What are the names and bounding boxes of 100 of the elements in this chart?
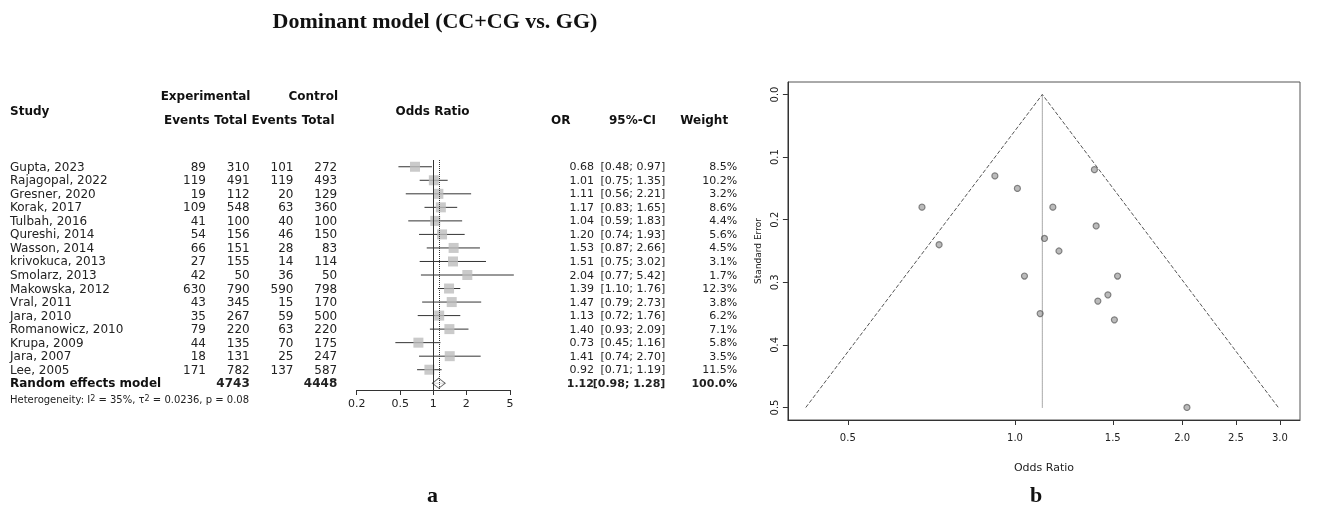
x-tick-label: 2.0 xyxy=(1174,431,1191,443)
data-label: 5.8% xyxy=(709,336,738,350)
y-tick-label: 0.1 xyxy=(769,149,781,166)
text: [0.87; 2.66] xyxy=(600,241,666,255)
data-label: 40 xyxy=(278,213,294,228)
data-label: 42 xyxy=(190,268,206,282)
text: Experimental xyxy=(160,89,251,103)
x-tick-label: Total xyxy=(214,113,248,127)
data-label: 4448 xyxy=(303,376,338,391)
data-label: 109 xyxy=(183,200,206,215)
data-label: 1.11 xyxy=(569,187,594,201)
data-label: 3.5% xyxy=(709,349,738,363)
x-tick-label: 5 xyxy=(506,397,514,410)
text: [0.74; 2.70] xyxy=(600,349,666,363)
data-label: 1.41 xyxy=(569,349,594,363)
data-label: 15 xyxy=(278,295,294,310)
data-label: 548 xyxy=(226,200,250,215)
y-tick-label: Rajagopal, 2022 xyxy=(10,173,108,188)
data-label: 100 xyxy=(226,213,250,228)
data-label: 171 xyxy=(183,362,206,377)
data-label: 50 xyxy=(234,268,250,282)
y-tick-label: 0.4 xyxy=(769,336,781,353)
y-tick-label: Romanowicz, 2010 xyxy=(10,322,124,337)
data-label: 7.1% xyxy=(709,322,738,336)
data-label: 590 xyxy=(270,281,294,296)
x-tick-label: 1 xyxy=(429,397,437,410)
x-tick-label: 0.5 xyxy=(391,397,410,410)
y-tick-label: Krupa, 2009 xyxy=(10,335,84,350)
data-label: 150 xyxy=(314,227,338,242)
data-label: 587 xyxy=(314,362,338,377)
data-label: 10.2% xyxy=(702,173,738,187)
data-label: 12.3% xyxy=(702,282,738,296)
data-label: 19 xyxy=(190,186,206,201)
data-label: 493 xyxy=(314,173,338,188)
x-axis-title: Odds Ratio xyxy=(1013,461,1075,474)
data-label: 4743 xyxy=(216,376,250,391)
data-label: 70 xyxy=(278,335,294,350)
y-tick-label: Tulbah, 2016 xyxy=(9,213,88,228)
y-tick-label: 0.3 xyxy=(769,274,781,291)
data-label: 1.04 xyxy=(569,214,594,228)
x-tick-label: OR xyxy=(551,113,571,127)
x-axis-title: Odds Ratio xyxy=(395,104,470,118)
data-label: 28 xyxy=(278,240,294,255)
data-label: 41 xyxy=(190,213,206,228)
data-label: 46 xyxy=(278,227,294,242)
x-tick-label: 0.5 xyxy=(839,431,856,443)
x-tick-label: 1.0 xyxy=(1007,431,1023,443)
text: [0.79; 2.73] xyxy=(600,295,666,309)
data-label: 131 xyxy=(226,349,250,364)
data-label: 491 xyxy=(226,173,250,188)
data-label: 310 xyxy=(226,159,250,174)
x-tick-label: 3.0 xyxy=(1272,431,1288,443)
data-label: 36 xyxy=(278,268,294,282)
data-label: 114 xyxy=(314,254,338,269)
data-label: 8.5% xyxy=(709,160,738,174)
data-label: 11.5% xyxy=(702,363,738,377)
data-label: 1.17 xyxy=(569,200,594,214)
data-label: 129 xyxy=(314,186,338,201)
text: [0.75; 1.35] xyxy=(600,173,666,187)
data-label: 20 xyxy=(278,186,294,201)
data-label: 4.4% xyxy=(709,214,738,228)
data-label: 267 xyxy=(226,308,250,323)
data-label: 1.51 xyxy=(569,254,594,268)
data-label: 1.01 xyxy=(569,173,594,187)
data-label: 247 xyxy=(314,349,338,364)
data-label: 1.39 xyxy=(569,282,594,296)
x-tick-label: 2.5 xyxy=(1228,431,1244,443)
data-label: 1.13 xyxy=(569,309,594,323)
data-label: 155 xyxy=(226,254,250,269)
data-label: 137 xyxy=(270,362,294,377)
data-label: 1.53 xyxy=(569,241,594,255)
y-tick-label: Qureshi, 2014 xyxy=(10,227,95,242)
data-label: 272 xyxy=(314,159,338,174)
data-label: 35 xyxy=(190,308,206,323)
y-tick-label: Random effects model xyxy=(10,376,162,391)
data-label: 43 xyxy=(190,295,206,310)
y-tick-label: krivokuca, 2013 xyxy=(10,254,106,269)
x-tick-label: 0.2 xyxy=(348,397,366,410)
data-label: 83 xyxy=(321,240,338,255)
y-tick-label: Wasson, 2014 xyxy=(10,240,95,255)
x-tick-label: 95%-CI xyxy=(609,113,656,127)
text: b xyxy=(1030,481,1043,507)
y-tick-label: Makowska, 2012 xyxy=(10,281,110,296)
text: [0.45; 1.16] xyxy=(600,336,666,350)
text: [0.75; 3.02] xyxy=(600,254,666,268)
data-label: 18 xyxy=(190,349,206,364)
text: [0.74; 1.93] xyxy=(600,227,666,241)
data-label: 66 xyxy=(190,240,206,255)
data-label: 170 xyxy=(314,295,338,310)
x-tick-label: Total xyxy=(301,113,335,127)
data-label: 25 xyxy=(278,349,294,364)
data-label: 360 xyxy=(314,200,338,215)
text: a xyxy=(427,481,438,507)
data-label: 63 xyxy=(278,322,294,337)
x-tick-label: Events xyxy=(164,113,210,127)
data-label: 3.8% xyxy=(709,295,738,309)
data-label: 630 xyxy=(183,281,206,296)
data-label: 345 xyxy=(226,295,250,310)
text: Dominant model (CC+CG vs. GG) xyxy=(271,8,599,34)
data-label: 50 xyxy=(321,268,338,282)
